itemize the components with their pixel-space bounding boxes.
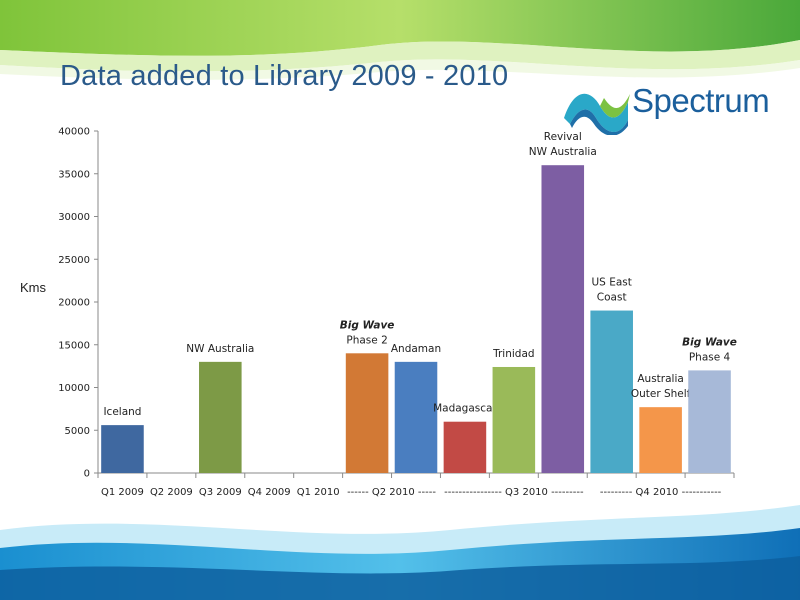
y-tick-label: 0 bbox=[84, 469, 90, 480]
bar-data-label: Revival bbox=[544, 131, 582, 143]
logo-text: Spectrum bbox=[632, 82, 770, 119]
x-tick-label: Q3 2009 bbox=[199, 487, 242, 498]
y-tick-label: 40000 bbox=[58, 127, 90, 138]
spectrum-logo bbox=[564, 93, 630, 135]
bar-data-label: Outer Shelf bbox=[631, 388, 691, 400]
y-tick-label: 20000 bbox=[58, 298, 90, 309]
bar-data-label: US East bbox=[592, 277, 632, 289]
y-tick-label: 5000 bbox=[65, 426, 90, 437]
bar-data-label: Big Wave bbox=[682, 336, 737, 348]
bar bbox=[541, 165, 585, 473]
bar bbox=[688, 370, 731, 473]
bar-data-label: Madagascar bbox=[433, 403, 497, 415]
y-tick-label: 30000 bbox=[58, 212, 90, 223]
bar bbox=[199, 361, 242, 473]
x-tick-label: Q4 2009 bbox=[248, 487, 291, 498]
y-tick-label: 35000 bbox=[58, 169, 90, 180]
bar-data-label: Australia bbox=[637, 373, 683, 385]
bar bbox=[101, 425, 144, 473]
bar-data-label: NW Australia bbox=[529, 146, 597, 158]
y-tick-label: 25000 bbox=[58, 255, 90, 266]
top-wave-decoration bbox=[0, 0, 800, 80]
bar bbox=[345, 353, 389, 473]
x-tick-label: Q1 2010 bbox=[297, 487, 340, 498]
x-tick-label: Q2 2009 bbox=[150, 487, 193, 498]
y-tick-label: 15000 bbox=[58, 340, 90, 351]
bar bbox=[394, 361, 438, 473]
bar-data-label: Trinidad bbox=[492, 348, 534, 360]
bar bbox=[590, 310, 633, 473]
y-tick-label: 10000 bbox=[58, 383, 90, 394]
x-tick-label: ------ Q2 2010 ----- bbox=[347, 487, 436, 498]
bar-data-label: Phase 2 bbox=[346, 334, 387, 346]
bar-data-label: Andaman bbox=[391, 343, 441, 355]
x-tick-label: --------- Q4 2010 ----------- bbox=[600, 487, 722, 498]
y-axis-title: Kms bbox=[20, 280, 46, 295]
bar bbox=[639, 407, 682, 473]
bar-data-label: Big Wave bbox=[340, 319, 395, 331]
x-tick-label: ---------------- Q3 2010 --------- bbox=[444, 487, 584, 498]
bar-data-label: Iceland bbox=[103, 406, 141, 418]
bottom-wave-decoration bbox=[0, 505, 800, 600]
bar bbox=[443, 421, 487, 473]
slide-title: Data added to Library 2009 - 2010 bbox=[60, 60, 509, 92]
bar-data-label: Coast bbox=[597, 292, 627, 304]
bar bbox=[492, 366, 536, 473]
x-tick-label: Q1 2009 bbox=[101, 487, 144, 498]
bar-data-label: NW Australia bbox=[186, 343, 254, 355]
bar-data-label: Phase 4 bbox=[689, 351, 731, 363]
